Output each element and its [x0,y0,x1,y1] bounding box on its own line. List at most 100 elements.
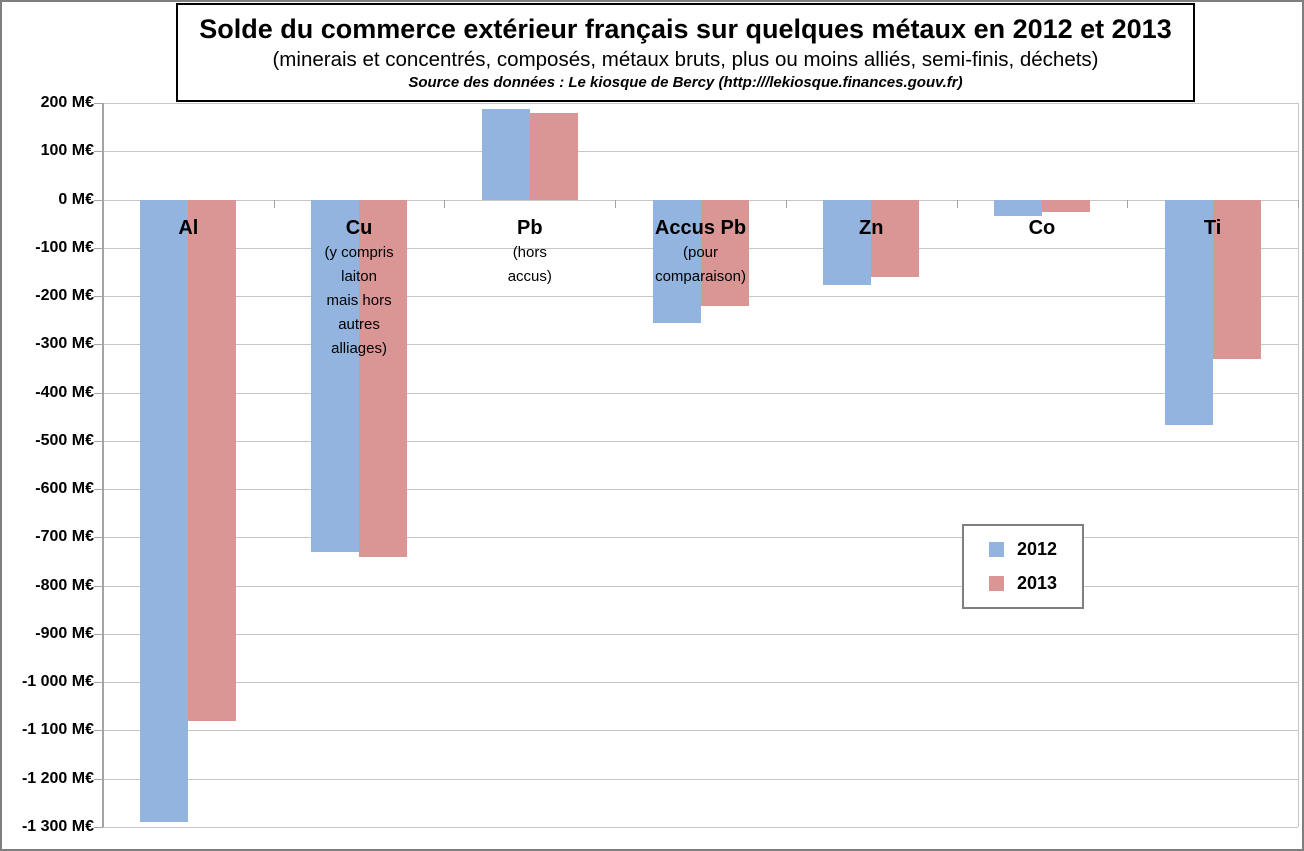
chart-source: Source des données : Le kiosque de Bercy… [408,74,963,91]
gridline [103,778,1298,780]
category-label-accus-pb: Accus Pb (pour comparaison) [619,215,783,289]
category-label-text: Cu [345,216,373,239]
y-axis-tick [94,489,103,491]
bar-2012-cu [311,199,360,552]
y-axis-tick [94,344,103,346]
category-label-cu: Cu (y compris laiton mais hors autres alliage… [277,215,441,361]
x-axis-tick [103,199,104,208]
category-label-text: Ti [1203,216,1222,239]
category-label-text: Pb [517,216,543,239]
y-axis-tick [94,778,103,780]
y-axis-tick [94,392,103,394]
category-sublabel-text: mais hors [326,291,392,309]
x-axis-tick [444,199,446,208]
y-tick-label: -500 M€ [35,431,94,449]
legend-label-2013: 2013 [1017,573,1058,593]
bar-2012-accus-pb [652,199,701,323]
y-tick-label: -1 000 M€ [21,673,94,691]
y-axis-tick [94,730,103,732]
y-tick-label: -1 100 M€ [21,721,94,739]
y-tick-label: -600 M€ [35,480,94,498]
x-axis-tick [1298,199,1299,208]
chart-title: Solde du commerce extérieur français sur… [199,14,1172,44]
bar-2013-co [1041,199,1090,212]
plot-right-border [1298,103,1299,827]
gridline [103,585,1298,587]
category-sublabel-text: comparaison) [655,267,746,285]
bar-2012-co [993,199,1042,217]
y-tick-label: 0 M€ [58,190,94,208]
y-axis-tick [94,247,103,249]
y-tick-label: 200 M€ [40,94,94,111]
category-label-zn: Zn [789,215,953,241]
gridline [103,827,1298,828]
y-axis-tick [94,537,103,539]
chart-subtitle: (minerais et concentrés, composés, métau… [272,48,1099,71]
category-label-text: Accus Pb [654,216,747,239]
legend-item-2013: 2013 [989,573,1082,594]
y-tick-label: -700 M€ [35,528,94,546]
bar-2012-ti [1164,199,1213,425]
y-axis-tick [94,440,103,442]
category-sublabel-text: (y compris [324,243,394,261]
y-axis-tick [94,296,103,298]
category-sublabel-text: (hors [512,243,547,261]
legend-label-2012: 2012 [1017,539,1058,559]
x-axis-tick [1127,199,1129,208]
gridline [103,633,1298,635]
category-label-text: Al [178,216,199,239]
y-tick-label: -300 M€ [35,335,94,353]
y-tick-label: -400 M€ [35,383,94,401]
y-tick-label: -800 M€ [35,576,94,594]
gridline [103,103,1298,104]
gridline [103,344,1298,346]
bar-2013-accus-pb [700,199,749,306]
bar-2013-cu [359,199,408,557]
bar-2012-zn [823,199,872,286]
legend-item-2012: 2012 [989,539,1082,560]
y-tick-label: 100 M€ [40,142,94,160]
y-axis-tick [94,585,103,587]
y-axis-tick [94,103,103,104]
y-tick-label: -200 M€ [35,287,94,305]
category-label-text: Co [1028,216,1056,239]
y-tick-label: -900 M€ [35,624,94,642]
y-axis-tick [94,682,103,684]
bar-2013-pb [529,112,578,200]
category-label-pb: Pb (hors accus) [448,215,612,289]
bar-2013-al [188,199,237,721]
gridline [103,730,1298,732]
x-axis-tick [615,199,617,208]
y-axis-tick [94,199,103,201]
gridline [103,440,1298,442]
category-sublabel-text: accus) [507,267,552,285]
legend-swatch-2013-icon [989,576,1004,591]
legend: 2012 2013 [962,524,1084,609]
y-tick-label: -1 300 M€ [21,818,94,835]
gridline [103,537,1298,539]
chart-title-box: Solde du commerce extérieur français sur… [176,3,1195,102]
x-axis-tick [785,199,787,208]
bar-2012-al [140,199,189,823]
category-sublabel-text: autres [338,315,380,333]
y-tick-label: -1 200 M€ [21,769,94,787]
x-axis-tick [273,199,275,208]
y-tick-label: -100 M€ [35,238,94,256]
gridline [103,151,1298,153]
category-label-ti: Ti [1131,215,1295,241]
bar-2013-ti [1212,199,1261,359]
y-axis-tick [94,633,103,635]
gridline [103,489,1298,491]
category-label-co: Co [960,215,1124,241]
gridline [103,392,1298,394]
gridline [103,682,1298,684]
x-axis-tick [956,199,958,208]
category-sublabel-text: alliages) [331,339,387,357]
category-sublabel-text: laiton [341,267,377,285]
y-axis-line [102,103,104,827]
category-label-text: Zn [858,216,884,239]
category-sublabel-text: (pour [682,243,719,261]
legend-swatch-2012-icon [989,542,1004,557]
y-axis-tick [94,827,103,828]
